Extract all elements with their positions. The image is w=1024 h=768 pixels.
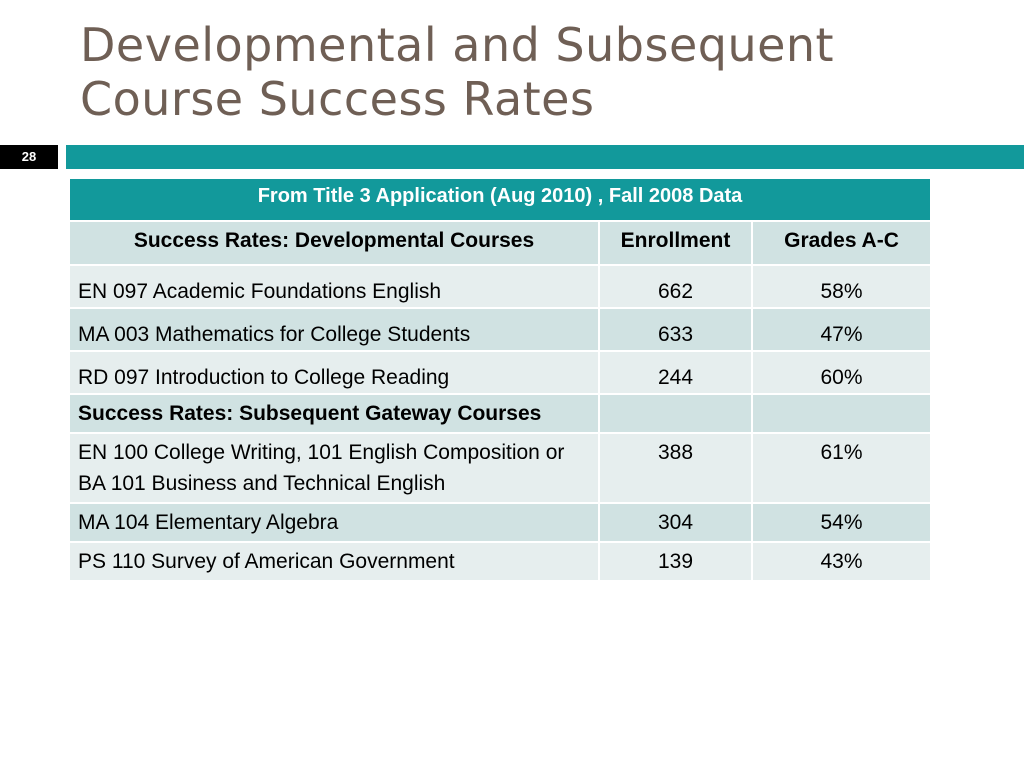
course-cell: EN 100 College Writing, 101 English Comp… [68, 432, 600, 504]
course-cell: PS 110 Survey of American Government [68, 541, 600, 582]
accent-bar [66, 145, 1024, 169]
enrollment-cell: 244 [598, 350, 753, 395]
table-row: EN 100 College Writing, 101 English Comp… [68, 432, 933, 504]
enrollment-cell: 662 [598, 264, 753, 309]
slide-title-line-2: Course Success Rates [80, 72, 595, 126]
grades-cell: 58% [750, 264, 933, 309]
section-row: Success Rates: Subsequent Gateway Course… [68, 393, 933, 434]
grades-cell: 47% [750, 307, 933, 352]
enrollment-cell: 139 [598, 541, 753, 582]
course-cell: MA 104 Elementary Algebra [68, 502, 600, 543]
section-label: Success Rates: Subsequent Gateway Course… [68, 393, 600, 434]
course-cell: EN 097 Academic Foundations English [68, 264, 600, 309]
caption-row: From Title 3 Application (Aug 2010) , Fa… [67, 177, 933, 222]
enrollment-cell: 304 [598, 502, 753, 543]
table-row: PS 110 Survey of American Government 139… [68, 541, 933, 582]
enrollment-cell: 388 [598, 432, 753, 504]
slide-title: Developmental and Subsequent Course Succ… [80, 18, 980, 126]
success-rates-table: From Title 3 Application (Aug 2010) , Fa… [67, 177, 933, 582]
empty-cell [750, 393, 933, 434]
grades-cell: 60% [750, 350, 933, 395]
grades-cell: 54% [750, 502, 933, 543]
header-grades: Grades A-C [750, 220, 933, 266]
course-cell: MA 003 Mathematics for College Students [68, 307, 600, 352]
table-row: RD 097 Introduction to College Reading 2… [68, 350, 933, 395]
header-courses: Success Rates: Developmental Courses [68, 220, 600, 266]
table-caption: From Title 3 Application (Aug 2010) , Fa… [67, 177, 933, 222]
table-row: MA 003 Mathematics for College Students … [68, 307, 933, 352]
header-enrollment: Enrollment [598, 220, 753, 266]
table-row: MA 104 Elementary Algebra 304 54% [68, 502, 933, 543]
enrollment-cell: 633 [598, 307, 753, 352]
slide-number: 28 [0, 145, 58, 169]
grades-cell: 43% [750, 541, 933, 582]
slide-title-line-1: Developmental and Subsequent [80, 18, 835, 72]
table-row: EN 097 Academic Foundations English 662 … [68, 264, 933, 309]
grades-cell: 61% [750, 432, 933, 504]
empty-cell [598, 393, 753, 434]
course-cell: RD 097 Introduction to College Reading [68, 350, 600, 395]
column-header-row: Success Rates: Developmental Courses Enr… [68, 220, 933, 266]
